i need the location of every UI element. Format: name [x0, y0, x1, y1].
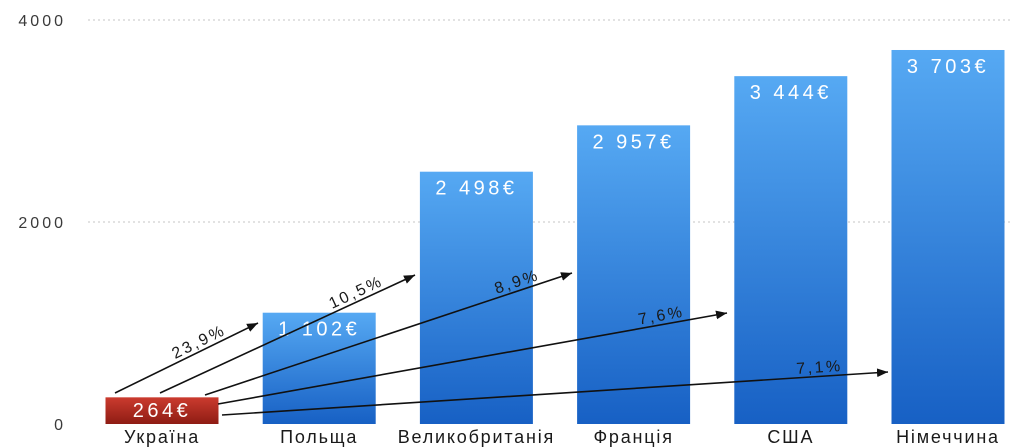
value-label-4: 2 957€	[593, 131, 675, 153]
y-tick-label-4000: 4000	[18, 13, 66, 30]
category-label-3: Великобританія	[398, 427, 555, 447]
x-axis-category-labels: Україна Польща Великобританія Франція США Нім…	[124, 427, 1000, 447]
annotation-label-5: 7,1%	[796, 358, 843, 378]
bar-2	[262, 312, 376, 424]
category-label-1: Україна	[124, 427, 200, 447]
annotation-arrow-2	[159, 274, 416, 394]
y-axis-tick-labels: 0 2000 4000	[18, 13, 66, 434]
gridlines	[88, 19, 1012, 223]
annotation-arrows	[114, 272, 889, 416]
category-label-4: Франція	[593, 427, 673, 447]
value-label-5: 3 444€	[750, 82, 832, 104]
bar-4	[577, 125, 691, 424]
value-label-1: 264€	[133, 400, 192, 422]
category-label-2: Польща	[280, 427, 358, 447]
annotation-arrow-3	[204, 272, 573, 396]
annotation-arrow-5	[221, 368, 889, 416]
y-tick-label-0: 0	[54, 417, 66, 434]
bar-6	[891, 49, 1005, 424]
y-tick-label-2000: 2000	[18, 215, 66, 232]
value-labels: 264€ 1 102€ 2 498€ 2 957€ 3 444€ 3 703€	[133, 56, 989, 422]
value-label-2: 1 102€	[278, 319, 360, 341]
value-label-3: 2 498€	[435, 178, 517, 200]
bars	[105, 49, 1005, 424]
bar-3	[419, 171, 533, 424]
annotation-arrow-4	[217, 310, 728, 405]
category-label-5: США	[767, 427, 814, 447]
bar-5	[734, 76, 848, 424]
annotation-arrow-1	[114, 322, 259, 394]
value-label-6: 3 703€	[907, 56, 989, 78]
bar-1	[105, 397, 219, 424]
category-label-6: Німеччина	[896, 427, 1000, 447]
